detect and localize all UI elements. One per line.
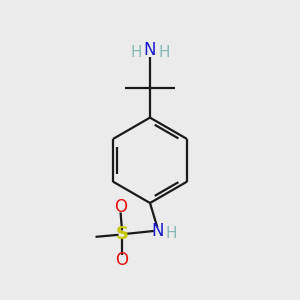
Text: O: O [116,251,128,269]
Text: O: O [114,198,127,216]
Text: N: N [151,222,164,240]
Text: H: H [131,45,142,60]
Text: H: H [166,226,177,241]
Text: S: S [116,225,128,243]
Text: H: H [158,45,170,60]
Text: N: N [144,41,156,59]
